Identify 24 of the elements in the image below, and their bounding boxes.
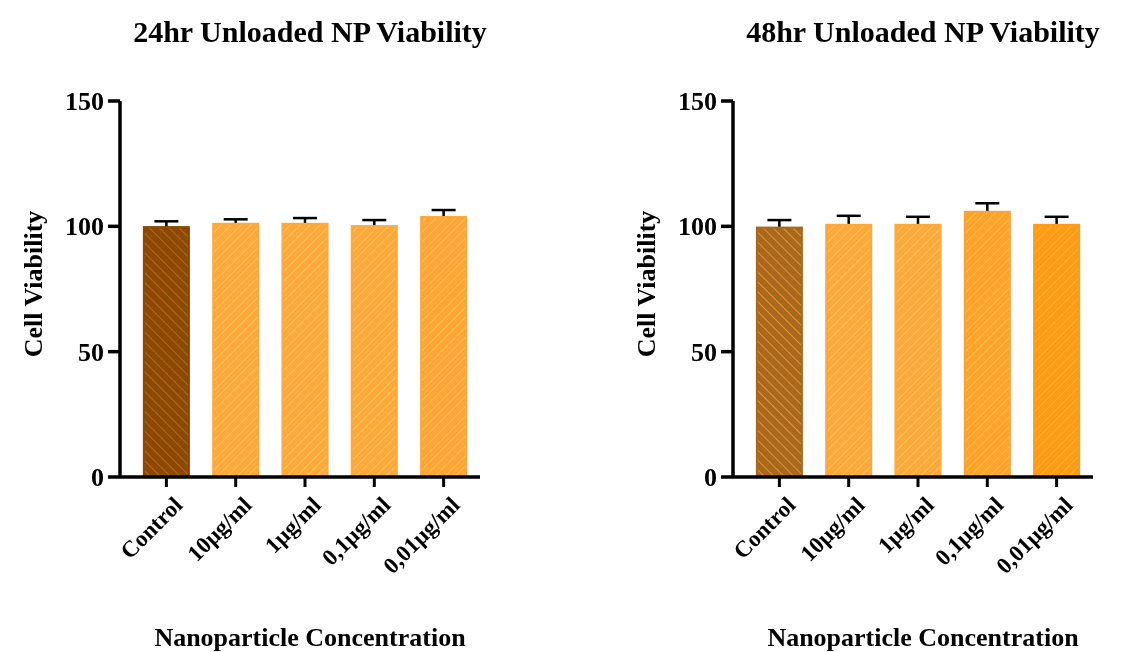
bar [212,222,260,478]
bar [825,223,873,478]
bar [755,226,803,478]
y-tick-label: 0 [704,463,717,493]
y-tick-label: 50 [78,337,104,367]
bar [420,216,468,478]
x-axis-title: Nanoparticle Concentration [154,623,467,652]
bar [1033,223,1081,478]
chart-title: 48hr Unloaded NP Viability [746,15,1100,48]
bar [894,223,942,478]
y-tick-label: 0 [91,463,104,493]
bar [281,222,329,478]
bar [350,225,398,478]
chart-title: 24hr Unloaded NP Viability [133,15,487,48]
bar [142,226,190,478]
y-axis-title: Cell Viability [19,210,48,358]
x-axis-title: Nanoparticle Concentration [767,623,1080,652]
y-tick-label: 100 [678,212,717,242]
y-tick-label: 150 [65,87,104,117]
y-axis-title: Cell Viability [632,210,661,358]
y-tick-label: 150 [678,87,717,117]
bar [963,210,1011,478]
y-tick-label: 50 [691,337,717,367]
y-tick-label: 100 [65,212,104,242]
